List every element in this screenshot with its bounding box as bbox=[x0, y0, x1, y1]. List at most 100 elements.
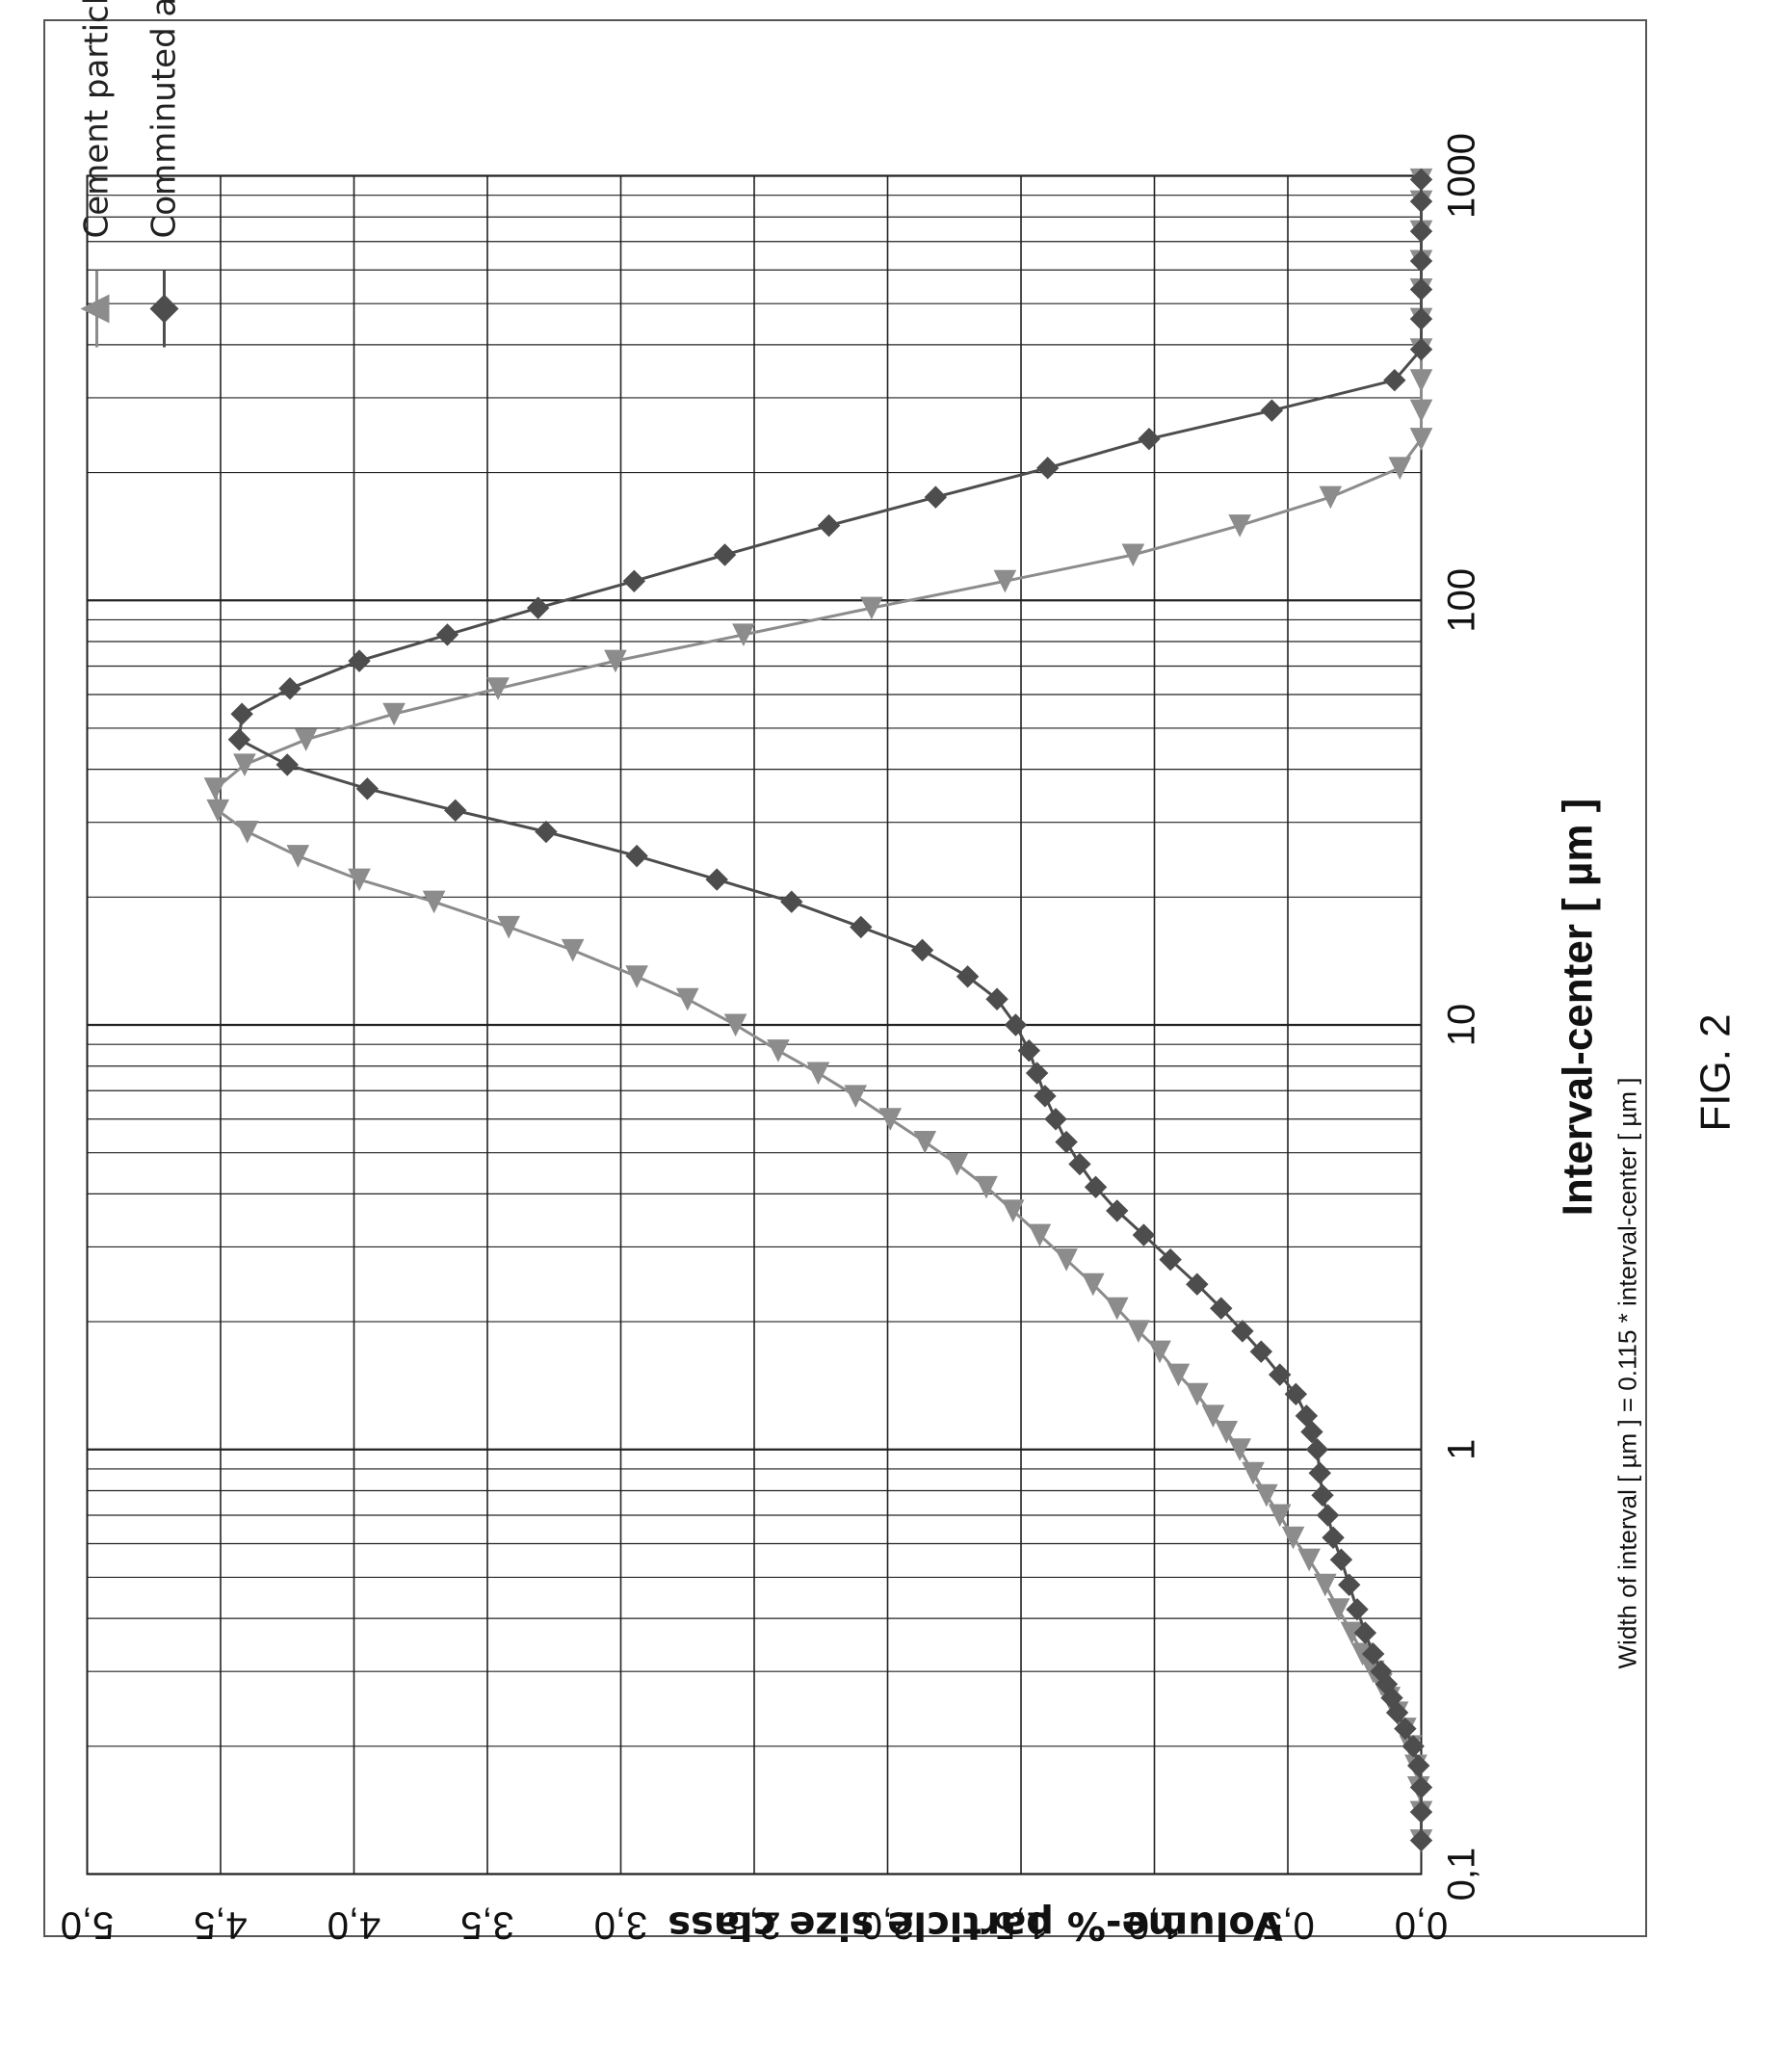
data-point-1 bbox=[713, 543, 737, 566]
figure-frame bbox=[43, 19, 1647, 1937]
data-point-1 bbox=[1409, 307, 1433, 330]
data-point-1 bbox=[1295, 1404, 1319, 1428]
data-point-1 bbox=[1316, 1504, 1340, 1527]
legend-label-fc: Comminuted air-cured FC material using p… bbox=[145, 0, 184, 239]
data-point-0 bbox=[945, 1153, 969, 1176]
data-point-0 bbox=[675, 987, 699, 1011]
x-tick-label: 10 bbox=[1441, 1004, 1483, 1047]
data-point-0 bbox=[1228, 1438, 1251, 1461]
data-point-1 bbox=[278, 677, 301, 700]
legend-label-cement: Cement particles bbox=[78, 0, 117, 239]
data-point-1 bbox=[535, 820, 558, 844]
data-point-1 bbox=[985, 987, 1008, 1010]
data-point-1 bbox=[1308, 1461, 1331, 1484]
data-point-1 bbox=[1034, 1085, 1057, 1108]
data-point-0 bbox=[382, 702, 406, 726]
data-point-1 bbox=[1409, 1775, 1433, 1799]
data-point-1 bbox=[1353, 1621, 1377, 1644]
x-tick-label: 1 bbox=[1441, 1439, 1483, 1460]
data-point-1 bbox=[1268, 1363, 1292, 1386]
data-point-0 bbox=[975, 1175, 998, 1199]
data-point-0 bbox=[878, 1108, 903, 1131]
data-point-0 bbox=[203, 777, 227, 800]
data-point-1 bbox=[850, 915, 873, 939]
data-point-1 bbox=[1231, 1320, 1254, 1343]
data-point-1 bbox=[1361, 1642, 1385, 1665]
data-point-1 bbox=[348, 649, 371, 672]
y-tick-label: 2,0 bbox=[861, 1904, 915, 1947]
data-point-1 bbox=[1106, 1199, 1129, 1222]
data-point-0 bbox=[1242, 1461, 1265, 1485]
data-point-0 bbox=[1409, 428, 1433, 451]
data-point-1 bbox=[227, 728, 251, 751]
series-line-0 bbox=[213, 179, 1423, 1841]
data-point-0 bbox=[844, 1085, 868, 1108]
data-point-1 bbox=[1338, 1573, 1361, 1596]
data-point-1 bbox=[444, 799, 467, 823]
data-point-0 bbox=[294, 728, 318, 751]
data-point-0 bbox=[1326, 1598, 1350, 1621]
data-point-1 bbox=[1305, 1438, 1329, 1461]
data-point-0 bbox=[1127, 1320, 1150, 1344]
y-tick-label: 0,0 bbox=[1395, 1904, 1449, 1947]
data-point-1 bbox=[956, 965, 980, 988]
data-point-0 bbox=[1186, 1382, 1209, 1406]
data-point-1 bbox=[1055, 1130, 1078, 1154]
data-point-0 bbox=[235, 821, 259, 844]
data-point-0 bbox=[1409, 399, 1433, 423]
data-point-1 bbox=[1409, 168, 1433, 192]
data-point-0 bbox=[1028, 1223, 1052, 1247]
data-point-1 bbox=[1409, 190, 1433, 213]
data-point-1 bbox=[1025, 1062, 1049, 1085]
y-tick-label: 1,0 bbox=[1128, 1904, 1182, 1947]
data-point-1 bbox=[1132, 1223, 1156, 1246]
data-point-0 bbox=[993, 569, 1017, 593]
data-point-1 bbox=[622, 569, 646, 592]
data-point-1 bbox=[355, 777, 380, 800]
data-point-1 bbox=[1004, 1013, 1028, 1036]
data-point-1 bbox=[1329, 1548, 1353, 1571]
data-point-0 bbox=[233, 753, 256, 777]
data-point-0 bbox=[497, 915, 520, 939]
data-point-1 bbox=[1084, 1175, 1108, 1199]
data-point-1 bbox=[1249, 1340, 1273, 1363]
figure-label: FIG. 2 bbox=[1692, 1013, 1740, 1131]
data-point-1 bbox=[1068, 1152, 1091, 1176]
data-point-0 bbox=[1148, 1340, 1171, 1364]
data-point-1 bbox=[526, 596, 550, 619]
data-point-1 bbox=[1383, 369, 1406, 392]
data-point-1 bbox=[1017, 1038, 1041, 1062]
grid-layer bbox=[86, 174, 1423, 1875]
data-point-0 bbox=[1121, 543, 1145, 567]
x-tick-label: 100 bbox=[1441, 568, 1483, 633]
data-point-1 bbox=[1210, 1297, 1233, 1320]
data-point-0 bbox=[1081, 1272, 1105, 1297]
data-point-0 bbox=[1297, 1548, 1321, 1572]
data-point-0 bbox=[767, 1039, 790, 1062]
chart-svg: 0,1 1 10 100 1000 0,0 0,5 1,0 1,5 2,0 2,5 3,0 3,5 4,0… bbox=[61, 0, 1740, 1948]
data-point-1 bbox=[1035, 457, 1060, 480]
y-tick-label: 0,5 bbox=[1261, 1904, 1315, 1947]
data-point-0 bbox=[1319, 485, 1343, 510]
series-line-1 bbox=[237, 179, 1423, 1841]
data-point-1 bbox=[275, 753, 299, 776]
data-point-0 bbox=[1313, 1573, 1337, 1597]
data-point-1 bbox=[817, 513, 841, 538]
data-point-0 bbox=[561, 938, 585, 962]
y-tick-label: 3,5 bbox=[460, 1904, 514, 1947]
data-point-0 bbox=[625, 965, 648, 988]
y-tick-label: 4,5 bbox=[194, 1904, 248, 1947]
y-tick-label: 1,5 bbox=[994, 1904, 1048, 1947]
legend-marker-cement bbox=[80, 294, 110, 324]
data-point-1 bbox=[1260, 399, 1284, 422]
legend: Cement particles Comminuted air-cured FC… bbox=[78, 0, 184, 348]
data-point-0 bbox=[1255, 1483, 1278, 1508]
data-point-1 bbox=[230, 702, 253, 725]
data-point-1 bbox=[924, 485, 948, 509]
data-point-0 bbox=[732, 623, 755, 647]
y-tick-label: 4,0 bbox=[327, 1904, 381, 1947]
data-point-0 bbox=[1001, 1199, 1025, 1223]
data-point-1 bbox=[1186, 1272, 1209, 1296]
legend-marker-fc bbox=[149, 294, 179, 324]
y-axis-title: Volume-% particle size class bbox=[668, 1903, 1282, 1948]
